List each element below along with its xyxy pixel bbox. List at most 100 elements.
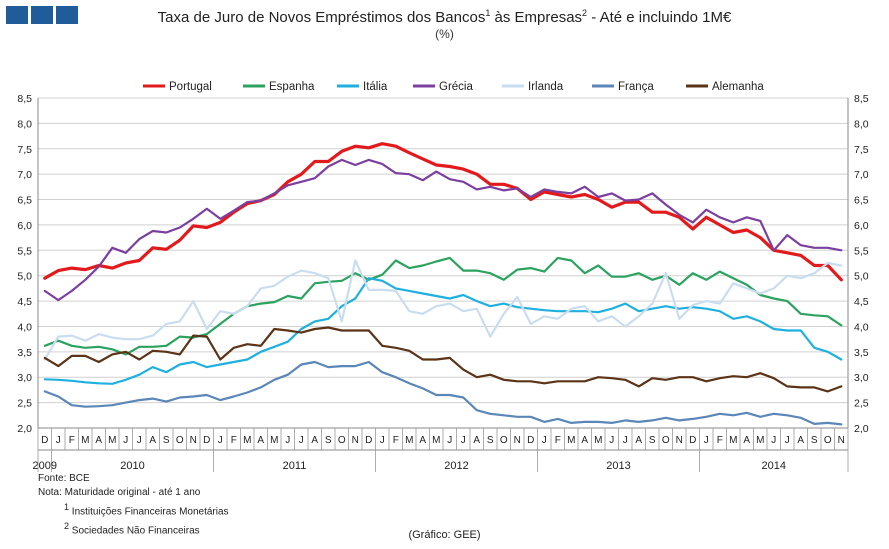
x-month-label: O bbox=[500, 435, 508, 446]
x-year-label: 2012 bbox=[444, 460, 468, 472]
y-tick-label-right: 2,5 bbox=[854, 398, 869, 410]
series-line-portugal bbox=[43, 142, 843, 282]
x-month-label: M bbox=[108, 435, 116, 446]
x-month-label: S bbox=[811, 435, 818, 446]
x-month-label: F bbox=[717, 435, 723, 446]
chart-title: Taxa de Juro de Novos Empréstimos dos Ba… bbox=[157, 8, 732, 26]
footnote-1: 1 Instituições Financeiras Monetárias bbox=[64, 502, 229, 518]
y-tick-label-left: 7,5 bbox=[17, 144, 32, 156]
y-tick-label-left: 2,0 bbox=[17, 423, 32, 435]
x-year-label: 2010 bbox=[120, 460, 144, 472]
y-tick-label-left: 6,0 bbox=[17, 220, 32, 232]
y-tick-label-left: 4,5 bbox=[17, 296, 32, 308]
y-tick-label-right: 8,5 bbox=[854, 93, 869, 105]
y-tick-label-right: 3,5 bbox=[854, 347, 869, 359]
x-month-label: J bbox=[137, 435, 142, 446]
x-month-label: J bbox=[609, 435, 614, 446]
x-month-label: J bbox=[704, 435, 709, 446]
x-month-label: J bbox=[771, 435, 776, 446]
x-month-label: A bbox=[797, 435, 804, 446]
x-month-label: F bbox=[231, 435, 237, 446]
x-month-label: J bbox=[299, 435, 304, 446]
legend-label: Itália bbox=[363, 81, 388, 93]
y-tick-label-right: 6,5 bbox=[854, 195, 869, 207]
x-month-label: F bbox=[555, 435, 561, 446]
x-month-label: M bbox=[270, 435, 278, 446]
x-month-label: N bbox=[838, 435, 845, 446]
x-month-label: A bbox=[635, 435, 642, 446]
maturity-note: Nota: Maturidade original - até 1 ano bbox=[38, 487, 201, 498]
y-tick-label-right: 7,5 bbox=[854, 144, 869, 156]
y-tick-label-left: 3,5 bbox=[17, 347, 32, 359]
chart-notes: Fonte: BCE Nota: Maturidade original - a… bbox=[38, 472, 229, 539]
y-tick-label-left: 5,0 bbox=[17, 271, 32, 283]
y-tick-label-left: 8,0 bbox=[17, 118, 32, 130]
x-month-label: M bbox=[594, 435, 602, 446]
x-month-label: A bbox=[419, 435, 426, 446]
x-month-label: M bbox=[432, 435, 440, 446]
footnote-2: 2 Sociedades Não Financeiras bbox=[64, 521, 200, 537]
x-month-label: J bbox=[56, 435, 61, 446]
y-tick-label-right: 4,5 bbox=[854, 296, 869, 308]
y-tick-label-left: 5,5 bbox=[17, 245, 32, 257]
logo-block bbox=[31, 6, 53, 24]
x-month-label: D bbox=[41, 435, 48, 446]
series-line-grécia bbox=[43, 158, 843, 302]
x-month-label: J bbox=[785, 435, 790, 446]
y-tick-label-left: 4,0 bbox=[17, 321, 32, 333]
y-tick-label-right: 7,0 bbox=[854, 169, 869, 181]
x-month-label: D bbox=[365, 435, 372, 446]
x-month-label: A bbox=[95, 435, 102, 446]
y-tick-label-left: 2,5 bbox=[17, 398, 32, 410]
legend-label: França bbox=[618, 81, 654, 93]
series-line-irlanda bbox=[43, 259, 843, 361]
chart-subtitle: (%) bbox=[435, 27, 454, 41]
x-month-label: M bbox=[729, 435, 737, 446]
x-month-label: J bbox=[285, 435, 290, 446]
legend-label: Portugal bbox=[169, 81, 212, 93]
x-month-label: A bbox=[311, 435, 318, 446]
x-month-label: M bbox=[567, 435, 575, 446]
x-year-label: 2014 bbox=[762, 460, 786, 472]
x-month-label: S bbox=[649, 435, 656, 446]
x-month-label: F bbox=[393, 435, 399, 446]
legend-label: Alemanha bbox=[712, 81, 764, 93]
x-month-label: A bbox=[473, 435, 480, 446]
legend-label: Irlanda bbox=[528, 81, 564, 93]
x-month-label: J bbox=[542, 435, 547, 446]
x-month-label: O bbox=[662, 435, 670, 446]
x-month-label: A bbox=[149, 435, 156, 446]
x-month-label: M bbox=[756, 435, 764, 446]
y-tick-label-right: 8,0 bbox=[854, 118, 869, 130]
x-month-label: F bbox=[69, 435, 75, 446]
x-year-label: 2009 bbox=[33, 460, 57, 472]
x-month-label: J bbox=[623, 435, 628, 446]
x-month-label: A bbox=[257, 435, 264, 446]
x-month-label: J bbox=[123, 435, 128, 446]
x-month-label: J bbox=[447, 435, 452, 446]
y-tick-label-right: 3,0 bbox=[854, 372, 869, 384]
legend-label: Espanha bbox=[269, 81, 315, 93]
series-line-espanha bbox=[43, 256, 843, 356]
x-month-label: J bbox=[218, 435, 223, 446]
chart-credit: (Gráfico: GEE) bbox=[408, 529, 481, 541]
x-month-label: S bbox=[487, 435, 494, 446]
x-month-label: J bbox=[380, 435, 385, 446]
x-month-label: M bbox=[243, 435, 251, 446]
x-month-label: N bbox=[352, 435, 359, 446]
y-tick-label-left: 7,0 bbox=[17, 169, 32, 181]
series-line-alemanha bbox=[43, 326, 843, 393]
x-year-label: 2011 bbox=[283, 460, 307, 472]
y-tick-label-right: 2,0 bbox=[854, 423, 869, 435]
x-year-label: 2013 bbox=[606, 460, 630, 472]
gee-logo bbox=[6, 6, 78, 24]
x-month-label: N bbox=[514, 435, 521, 446]
y-tick-label-right: 6,0 bbox=[854, 220, 869, 232]
x-month-label: O bbox=[824, 435, 832, 446]
x-month-label: D bbox=[689, 435, 696, 446]
logo-block bbox=[56, 6, 78, 24]
x-month-label: N bbox=[676, 435, 683, 446]
x-month-label: O bbox=[338, 435, 346, 446]
y-tick-label-left: 6,5 bbox=[17, 195, 32, 207]
